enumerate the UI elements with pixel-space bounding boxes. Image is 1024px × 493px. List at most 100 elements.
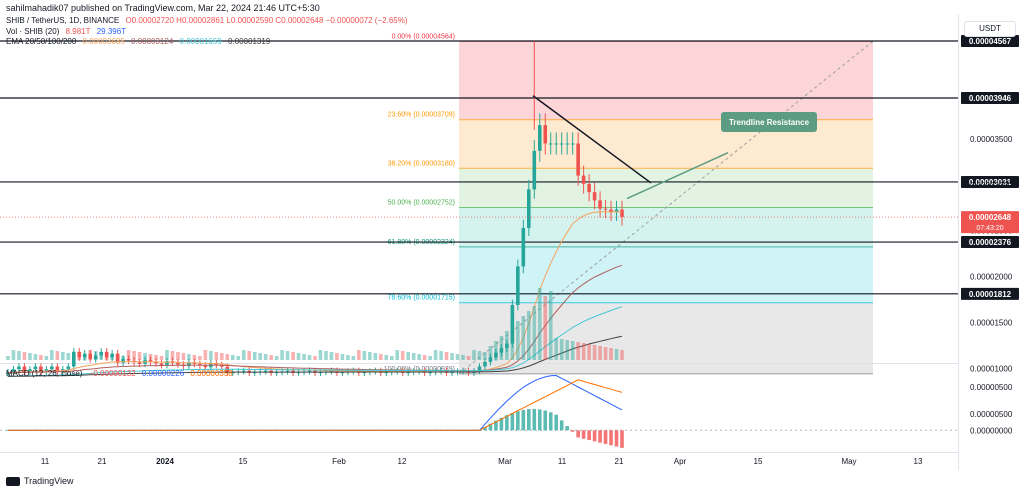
volume-bar — [137, 352, 142, 360]
fib-label: 38.20% (0.00003180) — [388, 160, 455, 167]
macd-hist-bar — [603, 430, 608, 444]
candle — [39, 363, 43, 376]
volume-bar — [581, 343, 586, 360]
candle-body — [285, 370, 290, 372]
candle-body — [516, 266, 520, 306]
volume-bar — [22, 352, 27, 360]
fib-diagonal — [458, 40, 874, 375]
volume-label[interactable]: Vol · SHIB (20) — [6, 27, 60, 36]
volume-bar — [126, 350, 131, 360]
candle-body — [137, 362, 142, 364]
candle-body — [559, 143, 564, 145]
macd-hist-bar — [554, 414, 559, 431]
price-level-tag-bg — [961, 34, 1019, 47]
price-level-label: 0.00001812 — [969, 290, 1012, 299]
ema200-line — [7, 335, 623, 377]
time-axis-label: Feb — [332, 457, 346, 466]
volume-bar — [548, 291, 553, 360]
candle-body — [252, 372, 257, 374]
macd-hist-bar — [548, 412, 553, 431]
footer-brand-text: TradingView — [24, 476, 74, 486]
time-axis-label: Apr — [674, 457, 687, 466]
volume-bar — [28, 353, 32, 360]
volume-bar — [340, 354, 345, 360]
volume-bar — [198, 356, 202, 360]
volume-bar — [143, 353, 147, 360]
macd-hist-bar — [581, 430, 586, 439]
time-axis-label: 2024 — [156, 457, 174, 466]
volume-bar — [230, 355, 235, 360]
macd-axis-tick: 0.00000500 — [970, 383, 1013, 392]
candle-body — [587, 183, 591, 193]
volume-value-2: 29.396T — [96, 27, 127, 36]
candle-body — [329, 370, 334, 372]
candle-body — [225, 366, 230, 373]
candle-body — [537, 125, 542, 151]
volume-bar — [6, 356, 10, 360]
candle — [93, 351, 98, 363]
currency-button[interactable]: USDT — [964, 21, 1016, 37]
macd-hist-bar — [488, 423, 493, 431]
candle — [17, 363, 21, 373]
footer-brand[interactable]: TradingView — [6, 476, 74, 486]
volume-bar — [225, 354, 230, 360]
macd-hist-bar — [543, 410, 548, 431]
volume-bar — [55, 351, 60, 360]
time-axis-label: 13 — [914, 457, 923, 466]
price-level-tag: 0.00003031 — [961, 175, 1019, 188]
volume-bar — [565, 340, 569, 360]
volume-bar — [444, 352, 449, 360]
candle-body — [39, 366, 43, 373]
volume-bar — [554, 338, 559, 360]
candle-body — [384, 372, 389, 374]
volume-bar — [159, 356, 164, 360]
macd-hist-bar — [620, 430, 624, 448]
candle — [82, 349, 87, 361]
ema-label[interactable]: EMA 20/50/100/200 — [6, 37, 77, 46]
price-level-tag-bg — [961, 236, 1019, 249]
candle-body — [450, 372, 454, 374]
volume-bar — [285, 351, 290, 360]
volume-bar — [241, 350, 246, 360]
candle-countdown: 07:43:20 — [976, 225, 1003, 232]
volume-bar — [450, 353, 454, 360]
candle — [176, 359, 180, 368]
candle — [537, 113, 542, 162]
volume-bar — [603, 347, 608, 360]
volume-bar — [181, 353, 186, 360]
volume-bar — [258, 353, 262, 360]
macd-label[interactable]: MACD (12, 26, close) — [6, 369, 83, 378]
fib-zone — [459, 302, 873, 374]
candle-body — [274, 372, 279, 374]
candle-body — [17, 366, 21, 370]
candle-body — [576, 143, 580, 176]
candle-body — [543, 125, 548, 144]
candle — [614, 200, 619, 221]
candle — [104, 348, 109, 361]
volume-bar — [373, 353, 378, 360]
candle — [220, 361, 224, 370]
symbol-title[interactable]: SHIB / TetherUS, 1D, BINANCE — [6, 16, 120, 25]
annotation-callout[interactable]: Trendline Resistance — [721, 112, 817, 132]
candle — [494, 348, 498, 361]
candle — [88, 349, 93, 363]
candle-body — [148, 360, 153, 362]
price-axis-tick: 0.00001500 — [970, 318, 1013, 327]
volume-bar — [307, 355, 312, 360]
macd-signal-line — [8, 379, 623, 431]
volume-bar — [466, 356, 471, 360]
candle-body — [499, 348, 504, 353]
macd-hist-bar — [614, 430, 619, 447]
candle-body — [510, 305, 515, 344]
candle — [214, 359, 219, 369]
candle — [165, 357, 169, 369]
volume-bar — [61, 352, 65, 360]
candle-body — [296, 372, 301, 374]
volume-bars — [6, 288, 624, 360]
candle — [22, 363, 27, 376]
volume-bar — [93, 351, 98, 360]
volume-bar — [527, 311, 531, 360]
macd-legend: MACD (12, 26, close) −0.00000132 0.00000… — [6, 369, 237, 378]
candle — [521, 219, 526, 274]
